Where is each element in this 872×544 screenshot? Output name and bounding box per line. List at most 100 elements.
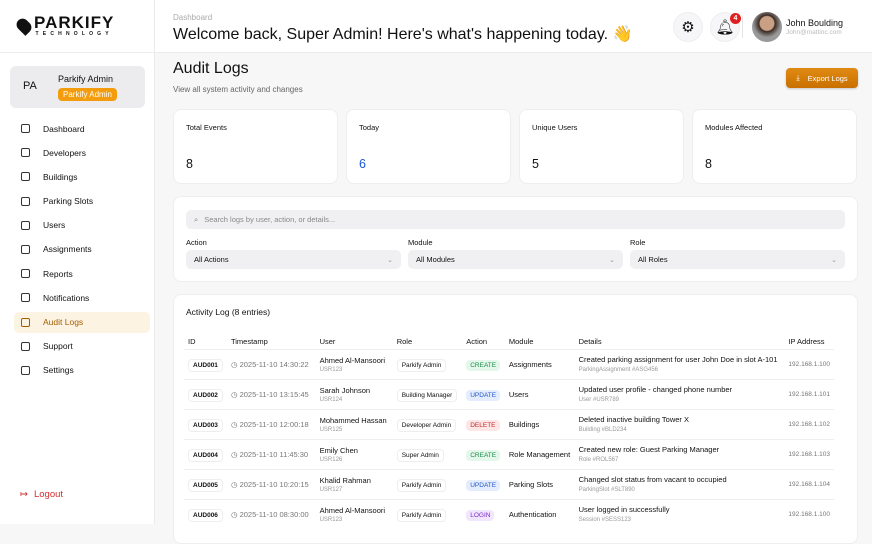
table-row[interactable]: AUD003 ◷ 2025-11-10 12:00:18 Mohammed Ha… [184,408,834,439]
log-id: AUD003 [188,418,223,432]
avatar[interactable] [752,12,782,42]
module: Buildings [504,408,575,439]
sidebar-item-reports[interactable]: Reports [14,263,150,284]
user-name: Emily Chen [319,445,358,455]
user-name: John Boulding [786,18,844,28]
chat-icon [21,341,30,351]
action-badge: DELETE [466,419,500,431]
action-badge: UPDATE [466,389,501,401]
stat-card: Modules Affected 8 [692,109,857,184]
details: Created new role: Guest Parking Manager [578,445,720,454]
sidebar-item-label: Buildings [43,171,78,182]
timestamp: 2025-11-10 11:45:30 [239,449,309,459]
sidebar-item-label: Reports [43,268,73,279]
table-row[interactable]: AUD006 ◷ 2025-11-10 08:30:00 Ahmed Al-Ma… [184,498,834,529]
header: Dashboard Welcome back, Super Admin! Her… [155,0,872,53]
role-badge: Super Admin [396,448,444,462]
column-header[interactable]: Details [578,337,602,347]
sidebar-item-audit-logs[interactable]: Audit Logs [14,311,150,333]
role-filter-label: Role [630,238,646,247]
clock-icon: ◷ [230,509,238,519]
module: Assignments [504,348,575,379]
stat-value: 5 [532,157,539,171]
table-row[interactable]: AUD002 ◷ 2025-11-10 13:15:45 Sarah Johns… [184,378,834,409]
column-header[interactable]: IP Address [788,337,825,347]
log-id: AUD001 [188,358,223,372]
breadcrumb: Dashboard [173,13,213,22]
sidebar-item-support[interactable]: Support [14,336,150,357]
user-email: John@mattinc.com [786,29,842,36]
buildings-icon [21,172,30,182]
column-header[interactable]: ID [188,337,196,347]
search-input[interactable]: ⌕ Search logs by user, action, or details… [186,210,845,229]
details-ref: User #USR789 [578,397,619,403]
action-badge: LOGIN [466,509,495,521]
chevron-down-icon: ⌄ [831,256,837,264]
stat-card: Total Events 8 [173,109,338,184]
search-placeholder: Search logs by user, action, or details.… [204,215,336,224]
export-logs-button[interactable]: ⤓ Export Logs [786,68,858,88]
settings-button[interactable]: ⚙ [673,12,703,42]
profile-card[interactable]: PA Parkify Admin Parkify Admin [10,66,145,108]
user-name: Ahmed Al-Mansoori [319,355,386,365]
user-id: USR126 [319,456,343,463]
sidebar-item-notifications[interactable]: Notifications [14,287,150,308]
details-ref: Building #BLD234 [578,427,627,433]
user-id: USR127 [319,486,343,493]
timestamp: 2025-11-10 14:30:22 [239,359,309,369]
sidebar-item-label: Assignments [43,244,92,255]
details: Created parking assignment for user John… [578,355,778,364]
clock-icon: ◷ [230,479,238,489]
sidebar-item-parking-slots[interactable]: Parking Slots [14,191,150,212]
notifications-button[interactable]: 🔔︎ 4 [710,12,741,42]
sidebar-item-users[interactable]: Users [14,215,150,236]
column-header[interactable]: User [319,337,336,347]
export-label: Export Logs [807,73,848,83]
details: Changed slot status from vacant to occup… [578,475,727,484]
action-filter-select[interactable]: All Actions ⌄ [186,250,401,269]
action-badge: CREATE [466,359,501,371]
download-icon: ⤓ [796,73,800,82]
table-row[interactable]: AUD005 ◷ 2025-11-10 10:20:15 Khalid Rahm… [184,468,834,499]
profile-name: Parkify Admin [58,74,114,84]
filters-card: ⌕ Search logs by user, action, or details… [173,196,858,282]
sidebar-item-developers[interactable]: Developers [14,142,150,163]
column-header[interactable]: Module [508,337,534,347]
table-row[interactable]: AUD001 ◷ 2025-11-10 14:30:22 Ahmed Al-Ma… [184,348,834,379]
module-filter-label: Module [408,238,433,247]
clock-icon: ◷ [230,359,238,369]
profile-role-badge: Parkify Admin [58,88,117,101]
gear-icon: ⚙ [681,19,695,36]
column-header[interactable]: Role [396,337,413,347]
stat-card: Unique Users 5 [519,109,684,184]
logo: PARKIFY TECHNOLOGY [0,0,154,53]
sidebar-nav: Dashboard Developers Buildings Parking Slot… [14,118,150,384]
details: User logged in successfully [578,505,670,515]
column-header[interactable]: Action [466,337,488,347]
sidebar-item-settings[interactable]: Settings [14,360,150,381]
stat-card: Today 6 [346,109,511,184]
stat-value: 8 [705,157,712,171]
action-badge: UPDATE [466,479,501,491]
sidebar-item-dashboard[interactable]: Dashboard [14,118,150,139]
sidebar-item-assignments[interactable]: Assignments [14,239,150,260]
activity-log-card: Activity Log (8 entries) ID Timestamp User… [173,294,858,544]
brand-name: PARKIFY [34,13,115,32]
logout-button[interactable]: ↦ Logout [20,489,63,500]
stat-label: Today [359,123,380,132]
bell-icon: 🔔︎ [715,19,735,36]
ip-address: 192.168.1.100 [784,498,834,529]
role-filter-select[interactable]: All Roles ⌄ [630,250,845,269]
sidebar-item-label: Notifications [43,292,90,303]
role-badge: Building Manager [396,388,458,402]
table-row[interactable]: AUD004 ◷ 2025-11-10 11:45:30 Emily Chen U… [184,438,834,469]
action-filter-label: Action [186,238,207,247]
logo-pin-icon [14,16,34,36]
module-filter-select[interactable]: All Modules ⌄ [408,250,623,269]
sidebar-item-label: Developers [43,147,86,158]
details-ref: Session #SESS123 [578,517,632,524]
sidebar: PARKIFY TECHNOLOGY PA Parkify Admin Parki… [0,0,155,524]
sidebar-item-buildings[interactable]: Buildings [14,166,150,187]
stat-value: 8 [186,157,193,171]
column-header[interactable]: Timestamp [230,337,268,347]
